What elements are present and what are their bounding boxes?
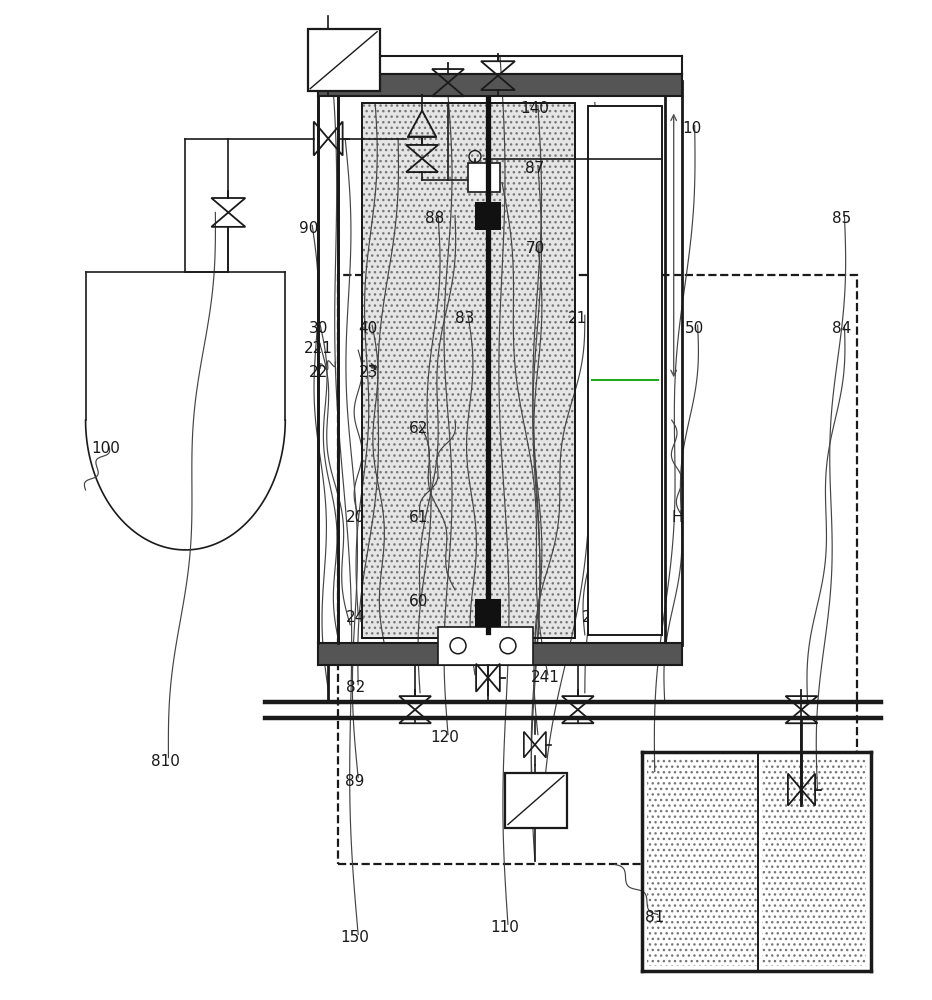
Text: 87: 87 [526, 161, 544, 176]
Text: 60: 60 [408, 594, 428, 609]
Text: 61: 61 [408, 510, 428, 525]
Text: 50: 50 [685, 321, 705, 336]
Bar [647, 757, 758, 966]
Text: 62: 62 [408, 421, 428, 436]
Text: 810: 810 [151, 754, 180, 769]
Text: 90: 90 [298, 221, 318, 236]
Text: 120: 120 [431, 730, 459, 745]
Text: 84: 84 [832, 321, 851, 336]
Text: 100: 100 [91, 441, 120, 456]
Bar [308, 29, 380, 91]
Text: 88: 88 [425, 211, 445, 226]
Bar [505, 773, 567, 828]
Bar [438, 627, 533, 665]
Text: 10: 10 [682, 121, 701, 136]
Text: 25: 25 [582, 610, 601, 625]
Bar [588, 106, 662, 635]
Text: 70: 70 [526, 241, 544, 256]
Text: 130: 130 [621, 191, 650, 206]
Text: 86: 86 [625, 221, 644, 236]
Bar [318, 74, 681, 96]
Text: 40: 40 [359, 321, 377, 336]
Text: 211: 211 [568, 311, 596, 326]
Text: 85: 85 [832, 211, 851, 226]
Text: 21: 21 [592, 341, 611, 356]
Bar [761, 757, 867, 966]
Text: 140: 140 [520, 101, 549, 116]
Text: 241: 241 [530, 670, 559, 685]
Bar [363, 103, 575, 638]
Bar [475, 202, 500, 230]
Bar [318, 643, 681, 665]
Text: H: H [672, 510, 683, 525]
Text: 89: 89 [346, 774, 364, 789]
Text: 30: 30 [308, 321, 328, 336]
Bar [642, 752, 871, 971]
Text: 20: 20 [346, 510, 364, 525]
Text: 110: 110 [490, 920, 519, 935]
Bar [475, 599, 500, 627]
Bar [338, 275, 857, 864]
Text: 221: 221 [304, 341, 333, 356]
Text: 150: 150 [341, 930, 370, 945]
Text: 23: 23 [359, 365, 377, 380]
Bar [468, 163, 500, 192]
Text: 82: 82 [346, 680, 364, 695]
Bar [363, 103, 575, 638]
Text: 81: 81 [645, 910, 665, 925]
Text: 24: 24 [346, 610, 364, 625]
Text: 22: 22 [308, 365, 328, 380]
Text: 83: 83 [456, 311, 474, 326]
